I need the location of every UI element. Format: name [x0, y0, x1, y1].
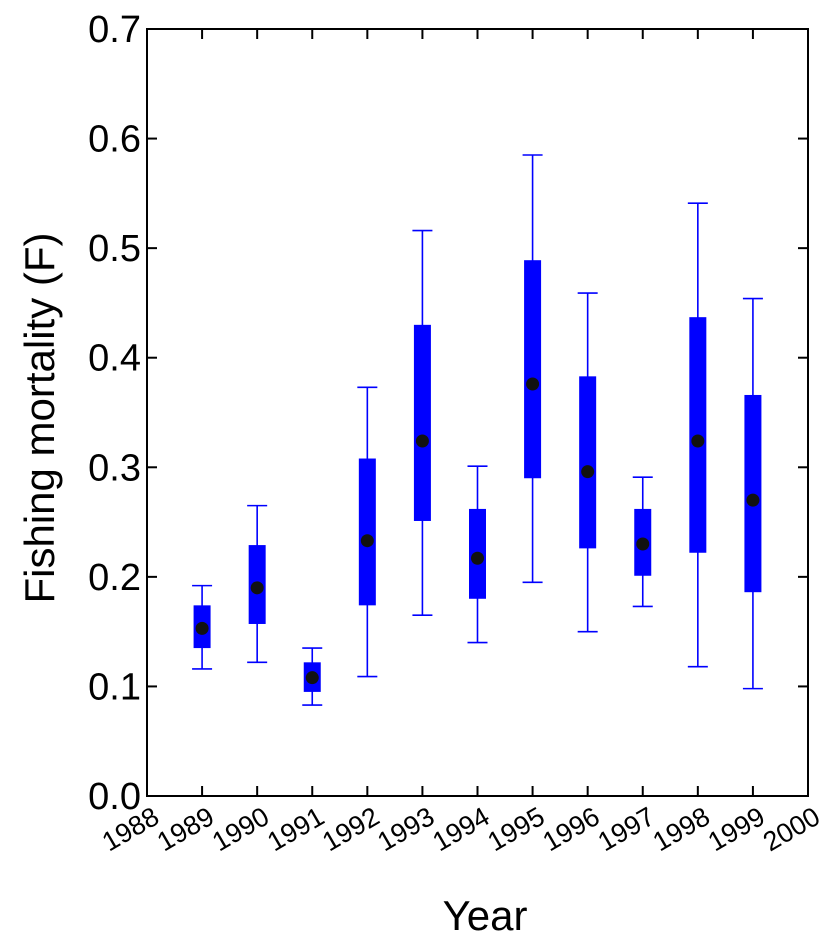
y-axis-ticks: 0.0 0.1 0.2 0.3 0.4 0.5 0.6 0.7: [88, 9, 808, 818]
median-marker: [526, 377, 540, 391]
box-1996: [577, 292, 598, 633]
interquartile-box: [744, 394, 762, 593]
y-tick-label: 0.3: [88, 447, 141, 489]
x-axis-label: Year: [443, 892, 528, 938]
interquartile-box: [524, 260, 542, 479]
y-tick-label: 0.6: [88, 119, 141, 161]
median-marker: [581, 465, 595, 479]
interquartile-box: [579, 376, 597, 549]
plot-border: [146, 28, 809, 797]
y-tick-label: 0.4: [88, 338, 141, 380]
y-tick-label: 0.5: [88, 228, 141, 270]
median-marker: [746, 493, 760, 507]
y-tick-label: 0.2: [88, 557, 141, 599]
median-marker: [305, 671, 319, 685]
median-marker: [360, 534, 374, 548]
box-1989: [192, 584, 213, 670]
median-marker: [195, 621, 209, 635]
y-axis-label: Fishing mortality (F): [16, 232, 63, 603]
box-1995: [522, 154, 543, 584]
x-axis-ticks: 1988198919901991199219931994199519961997…: [97, 29, 825, 857]
box-series: [192, 154, 763, 706]
box-1991: [302, 647, 323, 706]
median-marker: [250, 581, 264, 595]
median-marker: [691, 434, 705, 448]
median-marker: [471, 551, 484, 565]
box-1994: [467, 465, 488, 644]
box-1992: [357, 386, 378, 678]
y-tick-label: 0.0: [88, 776, 141, 818]
box-1998: [687, 202, 708, 668]
box-1993: [412, 229, 433, 617]
x-tick-label: 2000: [758, 801, 825, 857]
plot-frame: [146, 28, 809, 797]
box-1997: [632, 476, 653, 608]
y-tick-label: 0.7: [88, 9, 141, 51]
y-tick-label: 0.1: [88, 666, 141, 708]
box-1990: [247, 504, 268, 664]
median-marker: [415, 434, 429, 448]
median-marker: [636, 537, 650, 551]
box-1999: [742, 297, 763, 690]
interquartile-box: [358, 458, 376, 606]
interquartile-box: [413, 324, 431, 521]
